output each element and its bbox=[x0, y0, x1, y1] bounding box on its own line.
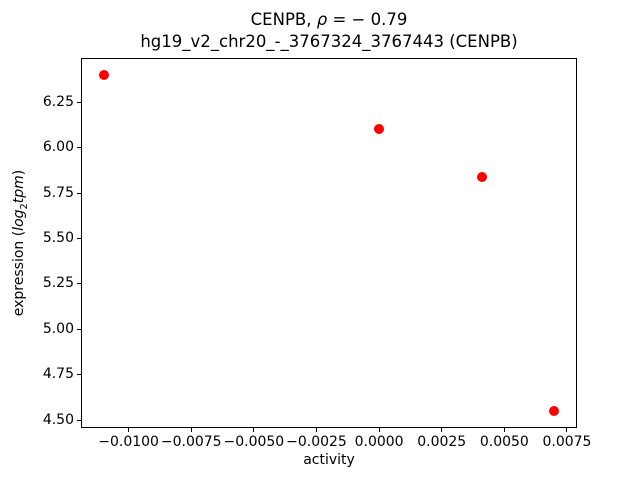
x-tick-mark bbox=[253, 428, 255, 432]
y-axis-label-subscript: 2 bbox=[18, 203, 30, 210]
x-axis-label: activity bbox=[303, 452, 355, 468]
y-tick-label: 5.25 bbox=[42, 275, 74, 292]
y-tick-label: 6.00 bbox=[42, 139, 74, 156]
x-tick-mark bbox=[128, 428, 130, 432]
x-tick-mark bbox=[378, 428, 380, 432]
x-tick-mark bbox=[566, 428, 568, 432]
y-axis-label: expression (log2tpm) bbox=[11, 170, 33, 317]
y-tick-mark bbox=[77, 147, 81, 149]
data-point bbox=[374, 124, 385, 135]
y-tick-mark bbox=[77, 374, 81, 376]
x-tick-label: 0.0000 bbox=[354, 434, 404, 450]
y-tick-mark bbox=[77, 328, 81, 330]
data-point bbox=[549, 406, 560, 417]
y-tick-label: 6.25 bbox=[42, 93, 74, 110]
x-tick-mark bbox=[441, 428, 443, 432]
y-axis-label-text: expression ( bbox=[11, 230, 28, 317]
x-tick-label: −0.0050 bbox=[223, 434, 285, 450]
y-tick-label: 5.75 bbox=[42, 184, 74, 201]
x-tick-label: −0.0025 bbox=[286, 434, 347, 450]
plot-area bbox=[81, 58, 577, 428]
x-tick-label: −0.0075 bbox=[160, 434, 222, 450]
data-point bbox=[98, 69, 109, 80]
title-rho-symbol: ρ bbox=[316, 10, 328, 29]
chart-title: CENPB, ρ = − 0.79 bbox=[81, 10, 577, 30]
y-tick-label: 5.50 bbox=[42, 229, 74, 246]
title-correlation-value: = − 0.79 bbox=[327, 10, 408, 29]
x-tick-mark bbox=[190, 428, 192, 432]
y-tick-label: 4.50 bbox=[42, 411, 74, 428]
y-axis-label-close-paren: ) bbox=[11, 169, 28, 176]
x-tick-mark bbox=[315, 428, 317, 432]
data-point bbox=[476, 171, 487, 182]
y-axis-label-log: log bbox=[11, 209, 28, 231]
x-tick-label: −0.0100 bbox=[98, 434, 159, 450]
x-tick-label: 0.0025 bbox=[417, 434, 467, 450]
y-tick-mark bbox=[77, 101, 81, 103]
y-tick-mark bbox=[77, 283, 81, 285]
x-tick-label: 0.0050 bbox=[479, 434, 529, 450]
x-tick-label: 0.0075 bbox=[542, 434, 592, 450]
title-gene: CENPB, bbox=[250, 10, 317, 29]
y-tick-mark bbox=[77, 419, 81, 421]
y-tick-mark bbox=[77, 192, 81, 194]
chart-subtitle: hg19_v2_chr20_-_3767324_3767443 (CENPB) bbox=[140, 32, 518, 51]
y-tick-mark bbox=[77, 237, 81, 239]
y-tick-label: 4.75 bbox=[42, 366, 74, 383]
x-tick-mark bbox=[503, 428, 505, 432]
y-axis-label-tpm: tpm bbox=[11, 175, 28, 204]
y-tick-label: 5.00 bbox=[42, 320, 74, 337]
